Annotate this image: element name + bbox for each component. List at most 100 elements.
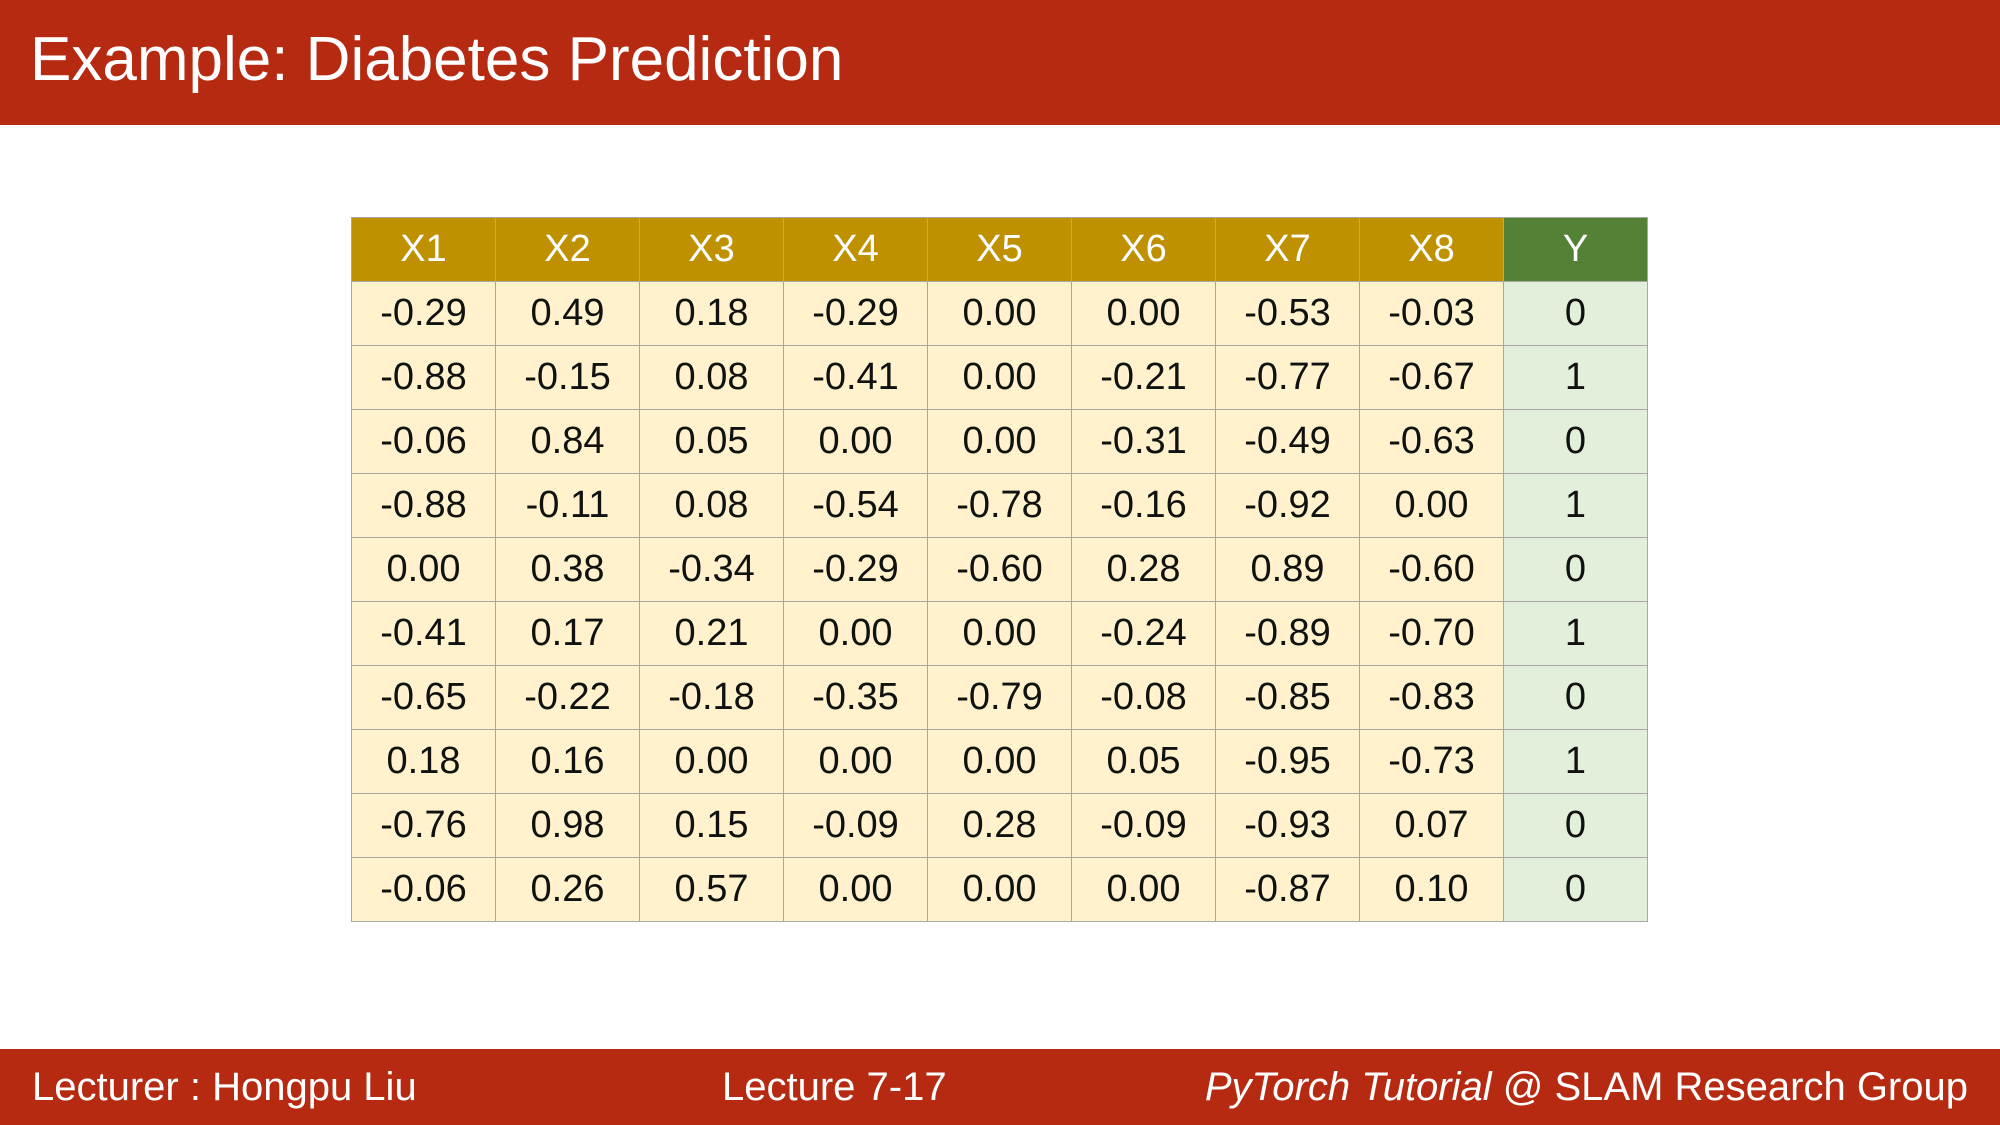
- feature-cell-x8: -0.60: [1359, 537, 1504, 602]
- feature-cell-x7: 0.89: [1215, 537, 1360, 602]
- feature-cell-x5: -0.78: [927, 473, 1072, 538]
- feature-cell-x7: -0.95: [1215, 729, 1360, 794]
- feature-cell-x2: 0.98: [495, 793, 640, 858]
- label-cell-y: 0: [1503, 793, 1648, 858]
- feature-cell-x3: 0.00: [639, 729, 784, 794]
- feature-cell-x6: 0.00: [1071, 857, 1216, 922]
- feature-cell-x5: 0.00: [927, 729, 1072, 794]
- diabetes-data-table: X1 X2 X3 X4 X5 X6 X7 X8 Y -0.29 0.49 0.18-…: [351, 217, 1648, 922]
- feature-cell-x2: 0.49: [495, 281, 640, 346]
- footer-lecture-number: Lecture 7-17: [722, 1065, 947, 1109]
- footer-lecturer: Lecturer : Hongpu Liu: [32, 1065, 417, 1109]
- feature-cell-x3: -0.18: [639, 665, 784, 730]
- slide-title: Example: Diabetes Prediction: [30, 25, 844, 94]
- feature-cell-x1: -0.06: [351, 409, 496, 474]
- feature-cell-x5: 0.00: [927, 281, 1072, 346]
- feature-cell-x4: -0.29: [783, 281, 928, 346]
- column-header-x3: X3: [639, 217, 784, 282]
- feature-cell-x8: -0.67: [1359, 345, 1504, 410]
- feature-cell-x6: -0.21: [1071, 345, 1216, 410]
- feature-cell-x5: 0.00: [927, 601, 1072, 666]
- feature-cell-x3: 0.08: [639, 345, 784, 410]
- feature-cell-x3: 0.05: [639, 409, 784, 474]
- feature-cell-x8: -0.73: [1359, 729, 1504, 794]
- feature-cell-x3: 0.21: [639, 601, 784, 666]
- feature-cell-x4: 0.00: [783, 409, 928, 474]
- feature-cell-x1: -0.06: [351, 857, 496, 922]
- feature-cell-x8: -0.70: [1359, 601, 1504, 666]
- feature-cell-x6: 0.00: [1071, 281, 1216, 346]
- feature-cell-x4: -0.29: [783, 537, 928, 602]
- feature-cell-x5: 0.00: [927, 857, 1072, 922]
- table-row: -0.06 0.84 0.05 0.00 0.00 -0.31 -0.49 -0.63 0: [351, 409, 1648, 474]
- feature-cell-x3: 0.57: [639, 857, 784, 922]
- feature-cell-x4: 0.00: [783, 729, 928, 794]
- column-header-y: Y: [1503, 217, 1648, 282]
- feature-cell-x4: -0.54: [783, 473, 928, 538]
- feature-cell-x1: -0.88: [351, 473, 496, 538]
- table-row: -0.06 0.26 0.57 0.00 0.00 0.00 -0.87 0.10 0: [351, 857, 1648, 922]
- feature-cell-x2: 0.26: [495, 857, 640, 922]
- feature-cell-x5: -0.79: [927, 665, 1072, 730]
- feature-cell-x1: -0.41: [351, 601, 496, 666]
- feature-cell-x6: 0.28: [1071, 537, 1216, 602]
- feature-cell-x2: 0.16: [495, 729, 640, 794]
- label-cell-y: 1: [1503, 729, 1648, 794]
- feature-cell-x3: 0.15: [639, 793, 784, 858]
- feature-cell-x6: -0.16: [1071, 473, 1216, 538]
- feature-cell-x1: -0.76: [351, 793, 496, 858]
- feature-cell-x4: 0.00: [783, 601, 928, 666]
- footer-course-group: @ SLAM Research Group: [1491, 1065, 1968, 1109]
- footer-course: PyTorch Tutorial @ SLAM Research Group: [1205, 1049, 1968, 1125]
- label-cell-y: 0: [1503, 281, 1648, 346]
- column-header-x2: X2: [495, 217, 640, 282]
- column-header-x7: X7: [1215, 217, 1360, 282]
- feature-cell-x6: -0.08: [1071, 665, 1216, 730]
- feature-cell-x6: 0.05: [1071, 729, 1216, 794]
- label-cell-y: 1: [1503, 601, 1648, 666]
- feature-cell-x5: 0.28: [927, 793, 1072, 858]
- label-cell-y: 0: [1503, 857, 1648, 922]
- column-header-x1: X1: [351, 217, 496, 282]
- feature-cell-x4: 0.00: [783, 857, 928, 922]
- feature-cell-x8: -0.83: [1359, 665, 1504, 730]
- feature-cell-x4: -0.09: [783, 793, 928, 858]
- column-header-x5: X5: [927, 217, 1072, 282]
- column-header-x8: X8: [1359, 217, 1504, 282]
- feature-cell-x2: 0.84: [495, 409, 640, 474]
- footer-course-name: PyTorch Tutorial: [1204, 1065, 1492, 1109]
- feature-cell-x5: -0.60: [927, 537, 1072, 602]
- title-bar: Example: Diabetes Prediction: [0, 0, 2000, 125]
- feature-cell-x4: -0.35: [783, 665, 928, 730]
- feature-cell-x2: 0.17: [495, 601, 640, 666]
- feature-cell-x8: 0.07: [1359, 793, 1504, 858]
- table-row: -0.88 -0.11 0.08 -0.54 -0.78 -0.16 -0.92 0.00 1: [351, 473, 1648, 538]
- footer-bar: Lecturer : Hongpu Liu Lecture 7-17 PyTor…: [0, 1049, 2000, 1125]
- table-row: -0.76 0.98 0.15 -0.09 0.28 -0.09 -0.93 0.07 0: [351, 793, 1648, 858]
- feature-cell-x7: -0.53: [1215, 281, 1360, 346]
- feature-cell-x8: 0.00: [1359, 473, 1504, 538]
- label-cell-y: 1: [1503, 345, 1648, 410]
- feature-cell-x8: 0.10: [1359, 857, 1504, 922]
- feature-cell-x8: -0.03: [1359, 281, 1504, 346]
- feature-cell-x4: -0.41: [783, 345, 928, 410]
- feature-cell-x7: -0.77: [1215, 345, 1360, 410]
- feature-cell-x7: -0.87: [1215, 857, 1360, 922]
- label-cell-y: 0: [1503, 537, 1648, 602]
- feature-cell-x6: -0.09: [1071, 793, 1216, 858]
- feature-cell-x5: 0.00: [927, 345, 1072, 410]
- feature-cell-x7: -0.89: [1215, 601, 1360, 666]
- feature-cell-x6: -0.24: [1071, 601, 1216, 666]
- table-row: 0.18 0.16 0.00 0.00 0.00 0.05 -0.95 -0.73 1: [351, 729, 1648, 794]
- feature-cell-x2: -0.11: [495, 473, 640, 538]
- label-cell-y: 1: [1503, 473, 1648, 538]
- column-header-x4: X4: [783, 217, 928, 282]
- feature-cell-x3: 0.08: [639, 473, 784, 538]
- table-body: -0.29 0.49 0.18 -0.29 0.00 0.00 -0.53 -0.03 0 -0.…: [351, 281, 1648, 922]
- feature-cell-x2: 0.38: [495, 537, 640, 602]
- feature-cell-x1: 0.00: [351, 537, 496, 602]
- feature-cell-x8: -0.63: [1359, 409, 1504, 474]
- label-cell-y: 0: [1503, 409, 1648, 474]
- feature-cell-x7: -0.93: [1215, 793, 1360, 858]
- feature-cell-x1: -0.88: [351, 345, 496, 410]
